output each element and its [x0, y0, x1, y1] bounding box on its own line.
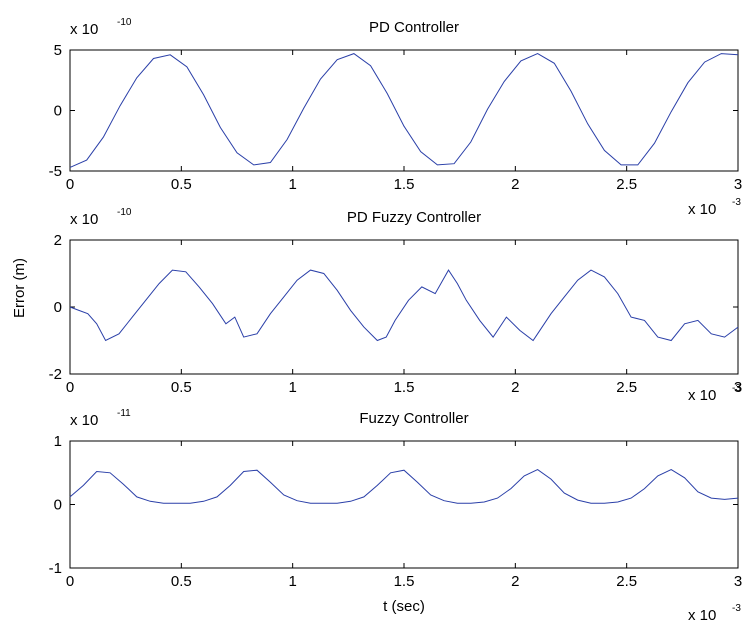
y-multiplier: x 10: [70, 211, 98, 228]
x-multiplier-exponent: -3: [732, 197, 741, 208]
x-tick-label: 1: [288, 379, 296, 396]
x-multiplier-exponent: -3: [732, 383, 741, 394]
y-tick-label: 1: [54, 433, 62, 450]
subplot-2: PD Fuzzy Controller x 10 -10 0 0.5 1 1.5 2 2.5 3 2…: [49, 207, 743, 404]
x-tick-label: 0: [66, 573, 74, 590]
y-tick-label: 2: [54, 232, 62, 249]
x-multiplier: x 10: [688, 387, 716, 404]
y-multiplier: x 10: [70, 21, 98, 38]
x-tick-label: 1: [288, 176, 296, 193]
x-tick-label: 1.5: [394, 573, 415, 590]
series-line: [69, 53, 739, 168]
y-multiplier-exponent: -11: [117, 408, 131, 419]
x-multiplier: x 10: [688, 201, 716, 218]
x-tick-label: 0.5: [171, 176, 192, 193]
y-multiplier-exponent: -10: [117, 17, 132, 28]
x-tick-label: 1.5: [394, 379, 415, 396]
y-tick-label: 5: [54, 42, 62, 59]
axes-box: [69, 49, 739, 172]
y-tick-label: -1: [49, 560, 62, 577]
x-axis-label: t (sec): [383, 598, 425, 615]
y-tick-label: -5: [49, 163, 62, 180]
y-axis-label: Error (m): [11, 258, 28, 318]
x-tick-label: 0: [66, 176, 74, 193]
y-tick-label: 0: [54, 497, 62, 514]
x-tick-label: 0.5: [171, 573, 192, 590]
x-tick-label: 0.5: [171, 379, 192, 396]
series-line: [69, 469, 739, 504]
series-line: [69, 269, 739, 342]
y-multiplier-exponent: -10: [117, 207, 132, 218]
x-tick-label: 2.5: [616, 379, 637, 396]
x-tick-label: 1.5: [394, 176, 415, 193]
y-multiplier: x 10: [70, 412, 98, 429]
x-tick-label: 2.5: [616, 176, 637, 193]
axes-box: [69, 440, 739, 569]
x-tick-label: 3: [734, 379, 742, 396]
x-tick-label: 2.5: [616, 573, 637, 590]
x-tick-label: 2: [511, 176, 519, 193]
x-tick-label: 2: [511, 379, 519, 396]
subplot-title: PD Fuzzy Controller: [347, 209, 481, 226]
x-tick-label: 0: [66, 379, 74, 396]
x-tick-label: 3: [734, 176, 742, 193]
x-tick-label: 3: [734, 573, 742, 590]
subplot-title: PD Controller: [369, 19, 459, 36]
x-tick-label: 1: [288, 573, 296, 590]
x-multiplier: x 10: [688, 607, 716, 624]
x-multiplier-exponent: -3: [732, 603, 741, 614]
x-tick-label: 2: [511, 573, 519, 590]
y-tick-label: 0: [54, 299, 62, 316]
subplot-title: Fuzzy Controller: [359, 410, 468, 427]
y-tick-label: 0: [54, 103, 62, 120]
y-tick-label: -2: [49, 366, 62, 383]
